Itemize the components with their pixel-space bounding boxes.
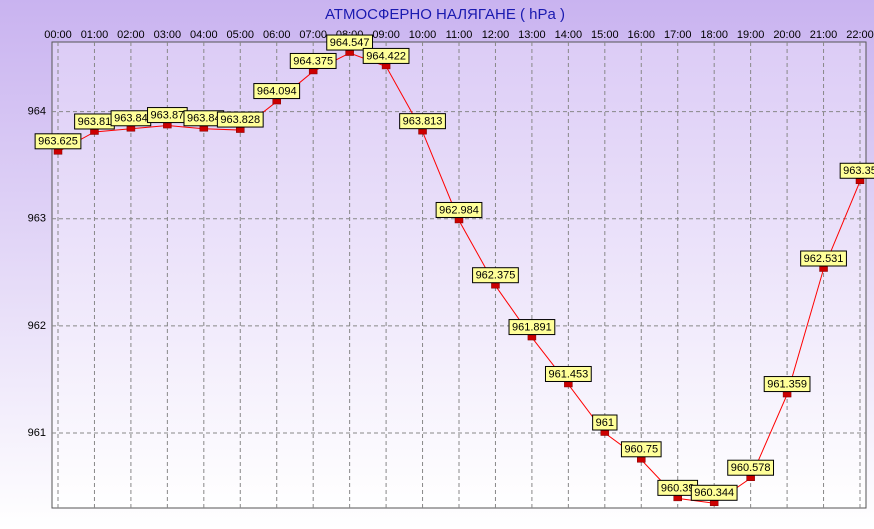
y-tick-label: 964 xyxy=(28,106,46,118)
marker xyxy=(418,128,427,135)
data-label-box xyxy=(508,319,556,336)
data-label: 963.81 xyxy=(78,116,112,128)
x-tick-label: 05:00 xyxy=(227,29,255,41)
data-label-box xyxy=(216,111,264,128)
marker xyxy=(491,282,500,289)
x-tick-label: 21:00 xyxy=(810,29,838,41)
marker xyxy=(600,430,610,436)
marker xyxy=(673,495,682,502)
data-label: 961.453 xyxy=(548,368,588,380)
x-tick-label: 14:00 xyxy=(555,29,583,41)
data-label-box xyxy=(472,267,519,284)
x-tick-label: 09:00 xyxy=(372,29,400,41)
marker xyxy=(53,149,63,155)
data-label: 962.984 xyxy=(439,204,479,216)
y-tick-label: 963 xyxy=(28,213,46,225)
data-label-box xyxy=(326,34,374,51)
x-tick-label: 07:00 xyxy=(299,29,327,41)
x-tick-label: 04:00 xyxy=(190,29,218,41)
data-label-box xyxy=(620,441,662,458)
data-label: 964.547 xyxy=(330,37,370,49)
marker xyxy=(855,178,865,185)
x-tick-label: 17:00 xyxy=(664,29,692,41)
data-label: 961.891 xyxy=(512,321,552,333)
data-label-box xyxy=(544,365,592,382)
marker xyxy=(126,126,136,132)
chart-title: АТМОСФЕРНО НАЛЯГАНЕ ( hPa ) xyxy=(325,6,565,23)
x-tick-label: 13:00 xyxy=(518,29,546,41)
data-label-box xyxy=(592,414,618,431)
data-label: 960.578 xyxy=(731,462,771,474)
data-label-box xyxy=(34,133,82,150)
data-label: 960.344 xyxy=(694,487,734,499)
data-label: 960.39 xyxy=(661,482,695,494)
data-label-box xyxy=(839,162,874,179)
data-label: 964.375 xyxy=(293,55,333,67)
x-tick-label: 20:00 xyxy=(773,29,801,41)
data-label-box xyxy=(362,47,410,64)
marker xyxy=(527,334,537,341)
data-label: 961.359 xyxy=(767,378,807,390)
x-tick-label: 12:00 xyxy=(482,29,510,41)
data-label-box xyxy=(435,201,483,218)
data-label: 961 xyxy=(596,417,614,429)
data-label: 963.35 xyxy=(843,165,874,177)
marker xyxy=(564,381,573,388)
marker xyxy=(709,500,719,507)
x-tick-label: 06:00 xyxy=(263,29,291,41)
marker xyxy=(381,63,391,70)
marker xyxy=(746,475,755,481)
x-tick-label: 11:00 xyxy=(446,29,473,41)
marker xyxy=(272,98,281,105)
data-label-box xyxy=(800,250,847,267)
data-label-box xyxy=(727,459,775,476)
x-tick-label: 19:00 xyxy=(737,29,765,41)
y-tick-label: 961 xyxy=(28,427,46,439)
marker xyxy=(454,217,464,224)
x-tick-label: 16:00 xyxy=(628,29,656,41)
marker xyxy=(345,50,354,56)
data-label-box xyxy=(253,83,301,100)
data-label-box xyxy=(289,52,337,69)
data-label-box xyxy=(763,376,811,393)
marker xyxy=(236,127,245,133)
x-tick-label: 10:00 xyxy=(409,29,437,41)
data-label: 960.75 xyxy=(624,444,658,456)
data-label: 964.094 xyxy=(257,85,297,97)
marker xyxy=(90,129,99,135)
x-tick-label: 15:00 xyxy=(591,29,619,41)
data-label-box xyxy=(690,484,738,501)
data-label-box xyxy=(399,113,446,130)
data-label: 963.625 xyxy=(38,136,78,148)
x-tick-label: 01:00 xyxy=(81,29,109,41)
data-label: 962.531 xyxy=(804,253,844,265)
data-label: 964.422 xyxy=(366,50,406,62)
data-label: 963.828 xyxy=(220,114,260,126)
x-tick-label: 18:00 xyxy=(700,29,728,41)
marker xyxy=(199,126,209,132)
y-tick-label: 962 xyxy=(28,320,46,332)
marker xyxy=(819,266,828,272)
data-label: 963.84 xyxy=(187,113,221,125)
marker xyxy=(782,391,792,398)
data-label: 962.375 xyxy=(476,270,516,282)
data-label: 963.84 xyxy=(114,113,148,125)
data-label: 963.813 xyxy=(403,116,443,128)
x-tick-label: 22:00 xyxy=(846,29,874,41)
marker xyxy=(637,457,646,463)
data-label: 963.87 xyxy=(151,109,185,121)
marker xyxy=(163,122,172,129)
x-tick-label: 02:00 xyxy=(117,29,145,41)
x-tick-label: 00:00 xyxy=(44,29,72,41)
x-tick-label: 03:00 xyxy=(154,29,182,41)
marker xyxy=(308,68,318,75)
